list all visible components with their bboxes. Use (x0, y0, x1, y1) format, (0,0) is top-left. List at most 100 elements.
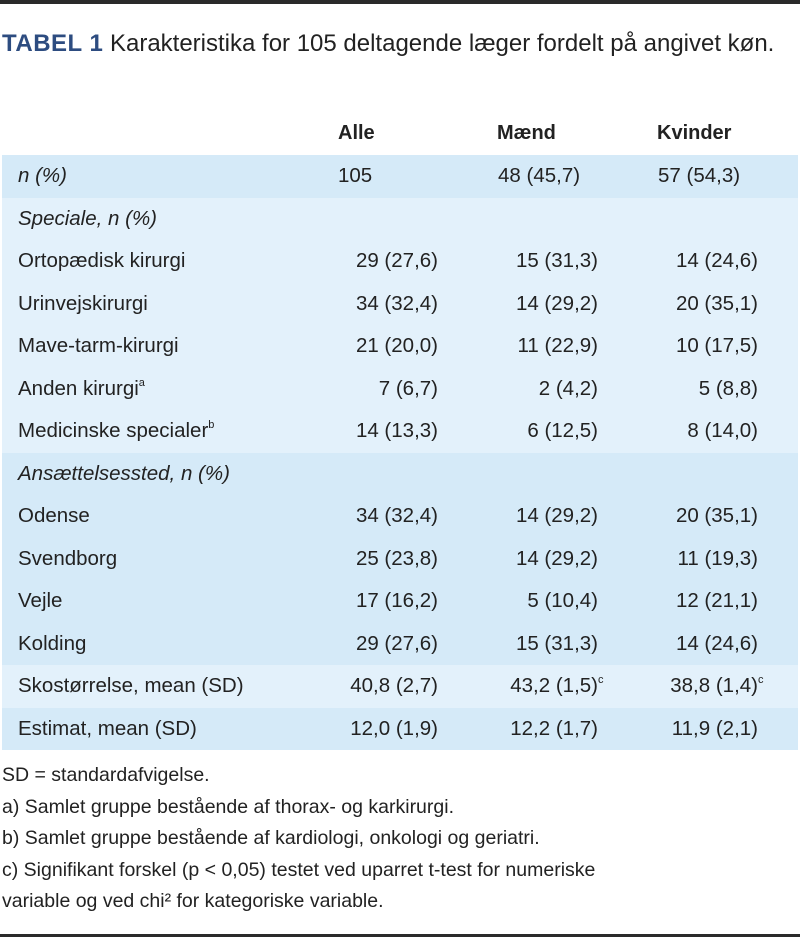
table-number: TABEL 1 (2, 30, 104, 57)
row-label-text: Medicinske specialer (18, 419, 209, 442)
table-row: Ansættelsessted, n (%) (2, 452, 798, 495)
cell-value: 11 (19,3) (677, 546, 758, 570)
cell-alle: 34 (32,4) (328, 495, 438, 538)
cell-value: 8 (14,0) (687, 419, 758, 442)
cell-value: 48 (45,7) (498, 164, 581, 187)
row-label-text: Mave-tarm-kirurgi (18, 334, 179, 357)
cell-value: 29 (27,6) (355, 249, 438, 272)
footnote: a) Samlet gruppe bestående af thorax- og… (2, 795, 454, 818)
cell-value: 11,9 (2,1) (671, 716, 758, 740)
row-label-text: Odense (18, 504, 90, 527)
footnote-marker: c (598, 674, 604, 686)
cell-kvinder: 5 (8,8) (648, 368, 758, 411)
cell-value: 29 (27,6) (355, 631, 438, 655)
row-label: Estimat, mean (SD) (18, 708, 197, 751)
cell-value: 14 (24,6) (675, 631, 758, 655)
cell-maend: 12,2 (1,7) (488, 708, 598, 751)
cell-alle: 105 (338, 155, 448, 198)
cell-alle: 12,0 (1,9) (328, 708, 438, 751)
cell-maend: 14 (29,2) (488, 283, 598, 326)
cell-value: 20 (35,1) (675, 291, 758, 315)
table-caption: Karakteristika for 105 deltagende læger … (109, 30, 775, 57)
row-label-text: Speciale, n (%) (18, 206, 158, 230)
cell-value: 38,8 (1,4) (670, 674, 758, 697)
row-label: n (%) (18, 155, 67, 198)
row-label-text: Urinvejskirurgi (18, 291, 148, 315)
table-title: TABEL 1 Karakteristika for 105 deltagend… (2, 28, 792, 59)
row-label: Skostørrelse, mean (SD) (18, 665, 244, 708)
cell-value: 34 (32,4) (355, 291, 438, 315)
cell-kvinder: 20 (35,1) (648, 495, 758, 538)
row-label-text: Anden kirurgi (18, 376, 139, 400)
row-label: Ortopædisk kirurgi (18, 240, 185, 283)
cell-value: 12 (21,1) (675, 589, 758, 612)
bottom-rule (0, 934, 800, 937)
footnote: c) Signifikant forskel (p < 0,05) testet… (2, 858, 596, 881)
table-row: Vejle 17 (16,2) 5 (10,4) 12 (21,1) (2, 580, 798, 623)
table-row: Estimat, mean (SD) 12,0 (1,9) 12,2 (1,7) 11… (2, 707, 798, 751)
cell-value: 14 (29,2) (515, 546, 598, 570)
cell-kvinder: 57 (54,3) (658, 155, 768, 198)
cell-value: 57 (54,3) (658, 164, 741, 187)
cell-kvinder: 38,8 (1,4) c (648, 665, 763, 708)
row-label-text: n (%) (18, 164, 67, 187)
cell-value: 15 (31,3) (515, 631, 598, 655)
row-label: Anden kirurgia (18, 368, 145, 411)
cell-value: 14 (24,6) (675, 249, 758, 272)
table-row: Mave-tarm-kirurgi 21 (20,0) 11 (22,9) 10 (1… (2, 325, 798, 368)
cell-kvinder: 11,9 (2,1) (648, 708, 758, 751)
cell-value: 34 (32,4) (355, 504, 438, 527)
row-label-text: Skostørrelse, mean (SD) (18, 674, 244, 697)
cell-kvinder: 14 (24,6) (648, 240, 758, 283)
footnote-marker: a (138, 376, 145, 389)
cell-value: 17 (16,2) (355, 589, 438, 612)
col-header-maend: Mænd (497, 122, 556, 144)
table-row: n (%) 105 48 (45,7) 57 (54,3) (2, 155, 798, 198)
cell-alle: 40,8 (2,7) (328, 665, 438, 708)
col-header-kvinder: Kvinder (657, 122, 732, 144)
cell-value: 5 (8,8) (698, 376, 758, 400)
cell-value: 14 (13,3) (355, 419, 438, 442)
cell-value: 6 (12,5) (527, 419, 598, 442)
cell-value: 10 (17,5) (675, 334, 758, 357)
cell-maend: 14 (29,2) (488, 495, 598, 538)
table-footnotes: SD = standardafvigelse. a) Samlet gruppe … (2, 760, 595, 918)
row-label: Vejle (18, 580, 62, 623)
cell-value: 12,2 (1,7) (510, 716, 598, 740)
table-row: Ortopædisk kirurgi 29 (27,6) 15 (31,3) 14 (… (2, 240, 798, 283)
cell-value: 21 (20,0) (355, 334, 438, 357)
cell-maend: 2 (4,2) (488, 368, 598, 411)
cell-value: 105 (338, 164, 373, 187)
cell-value: 14 (29,2) (515, 504, 598, 527)
cell-value: 43,2 (1,5) (510, 674, 598, 697)
cell-maend: 6 (12,5) (488, 410, 598, 453)
cell-value: 11 (22,9) (517, 334, 598, 357)
cell-kvinder: 10 (17,5) (648, 325, 758, 368)
col-header-alle: Alle (338, 122, 375, 144)
cell-value: 20 (35,1) (675, 504, 758, 527)
cell-value: 15 (31,3) (515, 249, 598, 272)
table-row: Anden kirurgia 7 (6,7) 2 (4,2) 5 (8,8) (2, 367, 798, 411)
footnote: b) Samlet gruppe bestående af kardiologi… (2, 827, 540, 849)
footnote: variable og ved chi² for kategoriske var… (2, 890, 384, 912)
cell-alle: 29 (27,6) (328, 623, 438, 666)
cell-maend: 11 (22,9) (488, 325, 598, 368)
table-row: Medicinske specialerb 14 (13,3) 6 (12,5) 8 … (2, 410, 798, 453)
row-label: Svendborg (18, 538, 117, 581)
cell-alle: 21 (20,0) (328, 325, 438, 368)
row-label: Kolding (18, 623, 86, 666)
cell-maend: 15 (31,3) (488, 240, 598, 283)
cell-kvinder: 8 (14,0) (648, 410, 758, 453)
cell-alle: 14 (13,3) (328, 410, 438, 453)
row-label-text: Svendborg (18, 546, 118, 570)
cell-alle: 29 (27,6) (328, 240, 438, 283)
table-body: n (%) 105 48 (45,7) 57 (54,3) Speciale, n (%… (2, 155, 798, 750)
cell-maend: 15 (31,3) (488, 623, 598, 666)
row-label: Urinvejskirurgi (18, 283, 148, 326)
cell-value: 5 (10,4) (527, 589, 598, 612)
row-label: Mave-tarm-kirurgi (18, 325, 179, 368)
cell-maend: 48 (45,7) (498, 155, 608, 198)
top-rule (0, 0, 800, 4)
cell-alle: 34 (32,4) (328, 283, 438, 326)
table-row: Svendborg 25 (23,8) 14 (29,2) 11 (19,3) (2, 537, 798, 581)
